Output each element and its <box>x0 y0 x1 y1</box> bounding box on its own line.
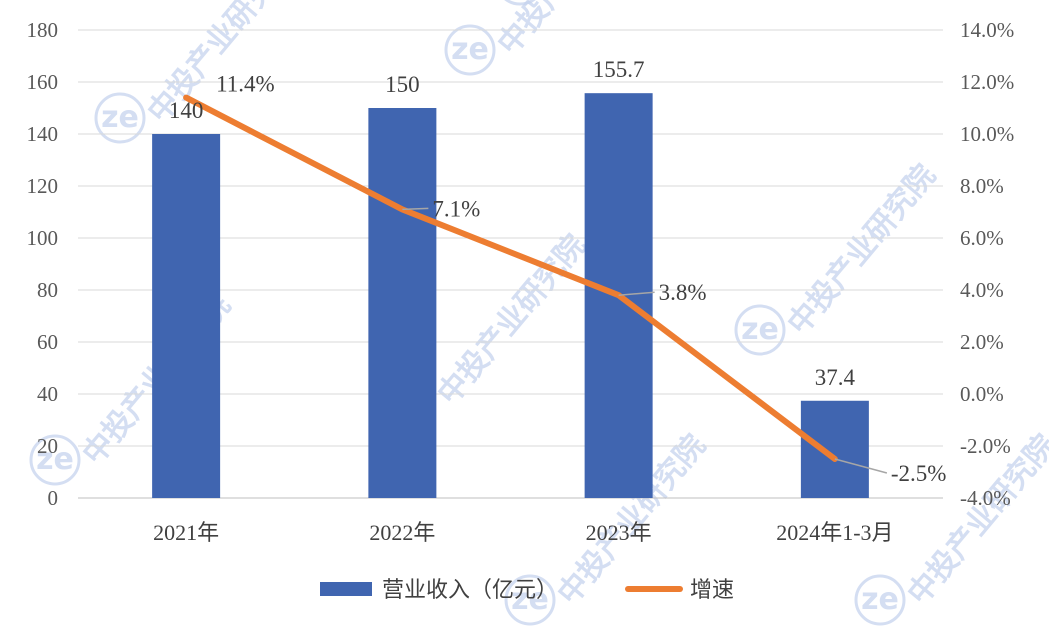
leader-line <box>402 207 429 211</box>
bar-data-label: 37.4 <box>815 365 856 390</box>
y-right-tick-label: -4.0% <box>960 486 1011 510</box>
legend-label-bar: 营业收入（亿元） <box>382 578 558 603</box>
watermark-logo-mark: ze <box>861 582 899 617</box>
watermark-logo-icon <box>504 0 536 6</box>
watermark-logo-mark: ze <box>741 312 779 347</box>
legend-label-line: 增速 <box>690 578 734 603</box>
bar <box>152 134 221 498</box>
bar <box>800 400 869 498</box>
axes: 0 20 40 60 80 100 120 140 160 180 -4.0% -2.0% 0.0% 2.… <box>27 18 1015 545</box>
legend: 营业收入（亿元） 增速 <box>320 578 734 603</box>
y-right-tick-label: -2.0% <box>960 434 1011 458</box>
watermark-logo-mark: ze <box>101 100 139 135</box>
line-data-label: -2.5% <box>891 461 947 486</box>
y-right-tick-label: 6.0% <box>960 226 1004 250</box>
y-left-tick-label: 120 <box>27 174 59 198</box>
y-left-tick-label: 60 <box>37 330 58 354</box>
x-tick-label: 2024年1-3月 <box>776 520 893 545</box>
watermark-logo-mark: ze <box>36 442 74 477</box>
bar <box>368 108 437 498</box>
watermark-logo-icon <box>29 434 81 486</box>
legend-swatch-bar <box>320 582 372 596</box>
leader-line <box>618 291 655 296</box>
watermark-logo-icon <box>854 574 906 626</box>
leader-line <box>834 458 888 474</box>
y-right-tick-label: 0.0% <box>960 382 1004 406</box>
y-right-tick-label: 4.0% <box>960 278 1004 302</box>
x-tick-label: 2023年 <box>586 520 652 545</box>
bar-data-label: 150 <box>385 72 420 97</box>
line-series <box>183 94 838 462</box>
y-left-tick-label: 0 <box>48 486 59 510</box>
line-data-label: 3.8% <box>659 280 707 305</box>
bar-data-label: 140 <box>169 98 204 123</box>
x-tick-label: 2021年 <box>153 520 219 545</box>
y-right-tick-label: 2.0% <box>960 330 1004 354</box>
bar-series <box>152 93 869 499</box>
data-labels: 140 150 155.7 37.4 11.4% 7.1% 3.8% -2.5% <box>169 57 947 486</box>
watermark-logo-icon <box>444 24 496 76</box>
line-data-label: 7.1% <box>432 196 480 221</box>
y-left-tick-label: 100 <box>27 226 59 250</box>
y-left-tick-label: 20 <box>37 434 58 458</box>
y-left-tick-label: 80 <box>37 278 58 302</box>
watermark-logo-icon <box>504 574 556 626</box>
y-left-tick-label: 140 <box>27 122 59 146</box>
watermark-text: 中投产业研究院 <box>491 0 653 62</box>
y-right-tick-label: 14.0% <box>960 18 1014 42</box>
gridlines <box>78 29 943 499</box>
watermark-logo-mark: ze <box>511 582 549 617</box>
y-right-tick-label: 12.0% <box>960 70 1014 94</box>
watermark-logo-icon <box>734 304 786 356</box>
bar-data-label: 155.7 <box>593 57 645 82</box>
y-left-tick-label: 40 <box>37 382 58 406</box>
y-left-tick-label: 180 <box>27 18 59 42</box>
growth-line <box>183 94 838 462</box>
watermark-logo-icon <box>94 92 146 144</box>
watermark-logo-mark: ze <box>451 32 489 67</box>
y-right-tick-label: 10.0% <box>960 122 1014 146</box>
watermark-text: 中投产业研究院 <box>141 0 303 130</box>
line-data-label: 11.4% <box>216 72 275 97</box>
y-right-tick-label: 8.0% <box>960 174 1004 198</box>
x-tick-label: 2022年 <box>369 520 435 545</box>
y-left-tick-label: 160 <box>27 70 59 94</box>
